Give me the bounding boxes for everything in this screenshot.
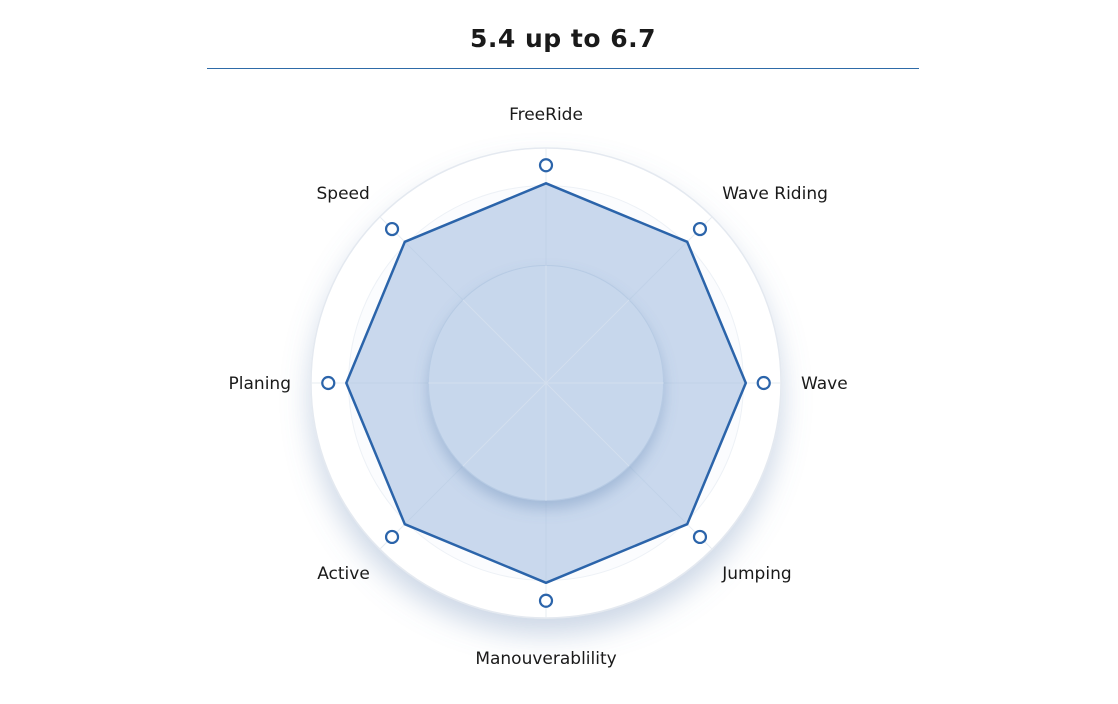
data-point-planing	[321, 375, 336, 391]
inner-spoke	[545, 299, 630, 384]
data-point-freeride	[538, 158, 554, 173]
axis-label-active: Active	[317, 564, 370, 584]
radar-points	[321, 158, 771, 608]
data-point-manouverablility	[538, 593, 554, 608]
title-divider	[207, 68, 919, 69]
inner-spoke	[462, 299, 547, 384]
radar-axis-labels: FreeRide Wave Riding Wave Jumping Manouverab…	[229, 105, 848, 669]
data-point-wave	[756, 375, 771, 391]
radar-inner-disc	[428, 265, 664, 501]
data-point-jumping	[692, 529, 708, 545]
axis-label-jumping: Jumping	[721, 564, 791, 584]
data-point-active	[384, 529, 400, 545]
axis-label-wave-riding: Wave Riding	[722, 184, 828, 204]
inner-spoke	[545, 382, 630, 467]
inner-spoke	[462, 382, 547, 467]
axis-label-speed: Speed	[316, 184, 369, 204]
data-point-speed	[384, 221, 400, 237]
axis-label-planing: Planing	[229, 374, 291, 394]
axis-label-freeride: FreeRide	[509, 105, 583, 125]
axis-label-wave: Wave	[801, 374, 848, 394]
axis-label-manouverablility: Manouverablility	[475, 649, 616, 669]
chart-title: 5.4 up to 6.7	[469, 24, 656, 53]
data-point-wave-riding	[692, 221, 708, 237]
